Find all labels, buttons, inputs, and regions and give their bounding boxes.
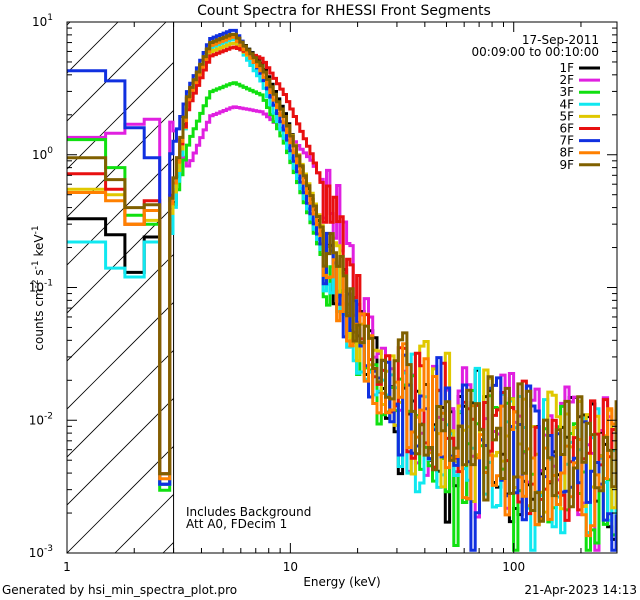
- x-tick-label: 1: [63, 560, 71, 574]
- legend-label-5F: 5F: [559, 109, 574, 123]
- hatch-line: [67, 22, 119, 74]
- y-label-part: counts cm: [32, 288, 46, 350]
- y-tick-label: 10-1: [29, 279, 53, 295]
- y-label-exp: -2: [31, 279, 41, 288]
- y-tick-label: 101: [32, 13, 53, 29]
- footer-generated-by: Generated by hsi_min_spectra_plot.pro: [2, 583, 237, 597]
- chart-title: Count Spectra for RHESSI Front Segments: [197, 3, 491, 19]
- y-tick-label: 100: [32, 146, 53, 162]
- annotation-background: Includes Background: [186, 505, 311, 519]
- legend-label-9F: 9F: [559, 158, 574, 172]
- y-label-part: keV: [32, 234, 46, 261]
- hatch-line: [67, 205, 174, 314]
- axis-tick-labels: 1 10 100 10-3 10-2 10-1 100 101: [29, 13, 525, 574]
- hatched-low-energy-region: [67, 22, 174, 553]
- series-line-9F: [67, 32, 617, 523]
- x-tick-label: 100: [502, 560, 525, 574]
- hatch-line: [67, 445, 174, 553]
- legend-label-1F: 1F: [559, 61, 574, 75]
- footer-timestamp: 21-Apr-2023 14:13: [524, 583, 637, 597]
- y-axis-label: counts cm-2 s-1 keV-1: [31, 225, 46, 350]
- annotation-attenuator: Att A0, FDecim 1: [186, 517, 287, 531]
- date-label: 17-Sep-2011: [522, 33, 599, 47]
- legend-label-7F: 7F: [559, 134, 574, 148]
- y-label-exp: -1: [31, 225, 41, 234]
- y-label-exp: -1: [31, 260, 41, 269]
- series-line-8F: [67, 35, 617, 538]
- x-axis-label: Energy (keV): [303, 575, 380, 589]
- legend-label-3F: 3F: [559, 85, 574, 99]
- hatch-line: [67, 22, 71, 26]
- y-tick-label: 10-2: [29, 411, 53, 427]
- legend-label-8F: 8F: [559, 146, 574, 160]
- legend-label-6F: 6F: [559, 122, 574, 136]
- legend-label-4F: 4F: [559, 97, 574, 111]
- y-label-part: s: [32, 269, 46, 279]
- hatch-line: [67, 349, 174, 458]
- hatch-line: [67, 397, 174, 506]
- time-range-label: 00:09:00 to 00:10:00: [472, 45, 599, 59]
- hatch-line: [67, 157, 174, 266]
- x-tick-label: 10: [283, 560, 298, 574]
- axis-ticks: [66, 21, 617, 554]
- y-tick-label: 10-3: [29, 544, 53, 560]
- series-layer: [67, 28, 617, 552]
- legend-label-2F: 2F: [559, 73, 574, 87]
- hatch-line: [67, 109, 174, 218]
- hatch-line: [67, 22, 167, 122]
